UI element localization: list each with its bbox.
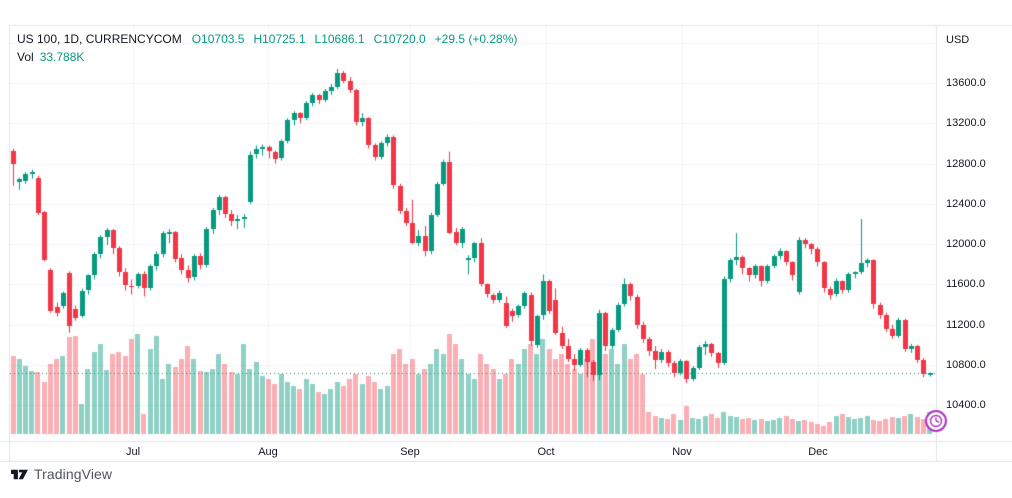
price-axis-label: 13600.0: [946, 77, 986, 89]
time-axis-label-aug: Aug: [258, 445, 278, 458]
tradingview-logo-icon: [10, 467, 29, 482]
high-value: H10725.1: [253, 32, 306, 46]
time-axis-label-oct: Oct: [537, 445, 555, 458]
legend-volume-row: Vol 33.788K: [17, 48, 517, 66]
close-value: C10720.0: [373, 32, 426, 46]
price-axis-label: 12800.0: [946, 157, 986, 170]
volume-label: Vol: [17, 50, 34, 64]
time-axis-label-jul: Jul: [125, 445, 141, 458]
price-axis-label: 11600.0: [946, 278, 985, 291]
low-value: L10686.1: [314, 32, 365, 46]
symbol-title[interactable]: US 100, 1D, CURRENCYCOM: [17, 32, 182, 46]
time-axis-label-dec: Dec: [808, 445, 828, 458]
volume-value: 33.788K: [39, 50, 85, 64]
chart-legend: US 100, 1D, CURRENCYCOM O10703.5 H10725.…: [17, 30, 517, 66]
price-axis-label: 11200.0: [946, 318, 985, 331]
time-axis-label-sep: Sep: [400, 445, 420, 458]
change-value: +29.5 (+0.28%): [434, 32, 518, 46]
price-axis-label: 10800.0: [946, 359, 986, 372]
tradingview-logo[interactable]: TradingView: [10, 466, 112, 482]
time-axis-label-nov: Nov: [672, 445, 692, 458]
price-axis[interactable]: USD 13600.0 13200.0 12800.0 12400.0 12000.0 1…: [937, 0, 1012, 461]
currency-label: USD: [946, 34, 970, 46]
price-axis-label: 13200.0: [946, 117, 986, 130]
tradingview-logo-text: TradingView: [34, 466, 113, 482]
price-axis-label: 12000.0: [946, 238, 986, 251]
open-value: O10703.5: [191, 32, 245, 46]
time-axis[interactable]: Jul Aug Sep Oct Nov Dec: [0, 441, 1012, 462]
price-axis-label: 10400.0: [946, 399, 986, 412]
price-axis-label: 12400.0: [946, 197, 986, 210]
legend-ohlc-row: US 100, 1D, CURRENCYCOM O10703.5 H10725.…: [17, 30, 517, 48]
